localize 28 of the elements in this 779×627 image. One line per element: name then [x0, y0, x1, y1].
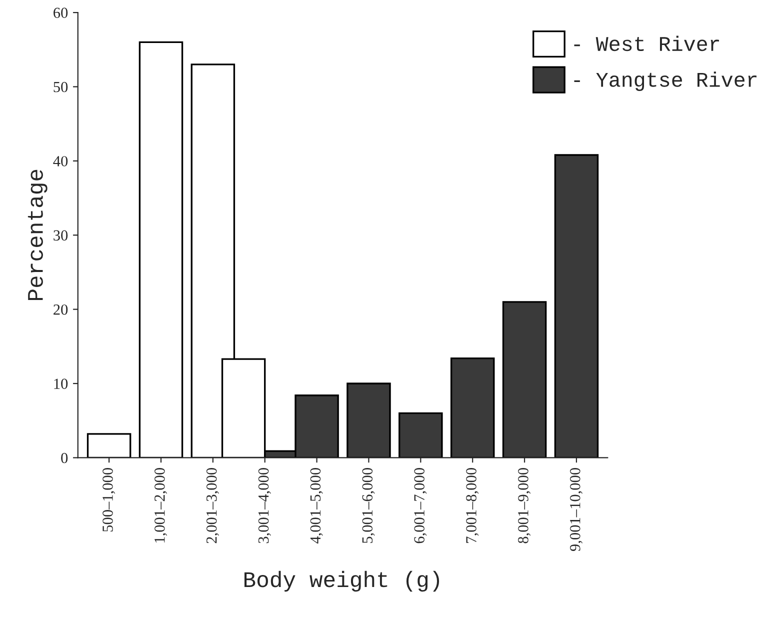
x-tick-label: 3,001–4,000 — [258, 468, 271, 544]
x-axis-title: Body weight (g) — [244, 570, 440, 592]
y-tick-label: 0 — [61, 452, 68, 464]
x-tick-label: 7,001–8,000 — [466, 468, 479, 543]
y-tick-label: 50 — [54, 82, 68, 92]
y-tick-label: 60 — [54, 8, 68, 18]
x-tick-label: 8,001–9,000 — [518, 468, 531, 544]
x-tick-label: 4,001–5,000 — [310, 468, 323, 544]
bar — [450, 357, 495, 458]
x-tick-label: 5,001–6,000 — [362, 468, 375, 543]
bar — [554, 154, 599, 458]
bar — [398, 412, 443, 458]
bar — [138, 41, 184, 458]
y-tick-label: 10 — [54, 378, 68, 389]
x-tick-label: 2,001–3,000 — [206, 468, 219, 544]
bar — [502, 301, 547, 458]
y-tick-label: 30 — [54, 230, 68, 241]
x-tick-label: 1,001–2,000 — [154, 468, 168, 542]
legend-label: - West River — [574, 36, 719, 52]
legend-label: - Yangtse River — [574, 72, 756, 92]
y-tick-label: 40 — [53, 156, 68, 166]
y-axis-title: Percentage — [28, 170, 48, 300]
bar — [86, 433, 132, 458]
x-tick-label: 6,001–7,000 — [414, 468, 427, 544]
x-tick-label: 500–1,000 — [102, 468, 116, 532]
x-tick-label: 9,001–10,000 — [570, 468, 582, 551]
bar — [346, 382, 391, 458]
y-tick-label: 20 — [54, 304, 68, 315]
